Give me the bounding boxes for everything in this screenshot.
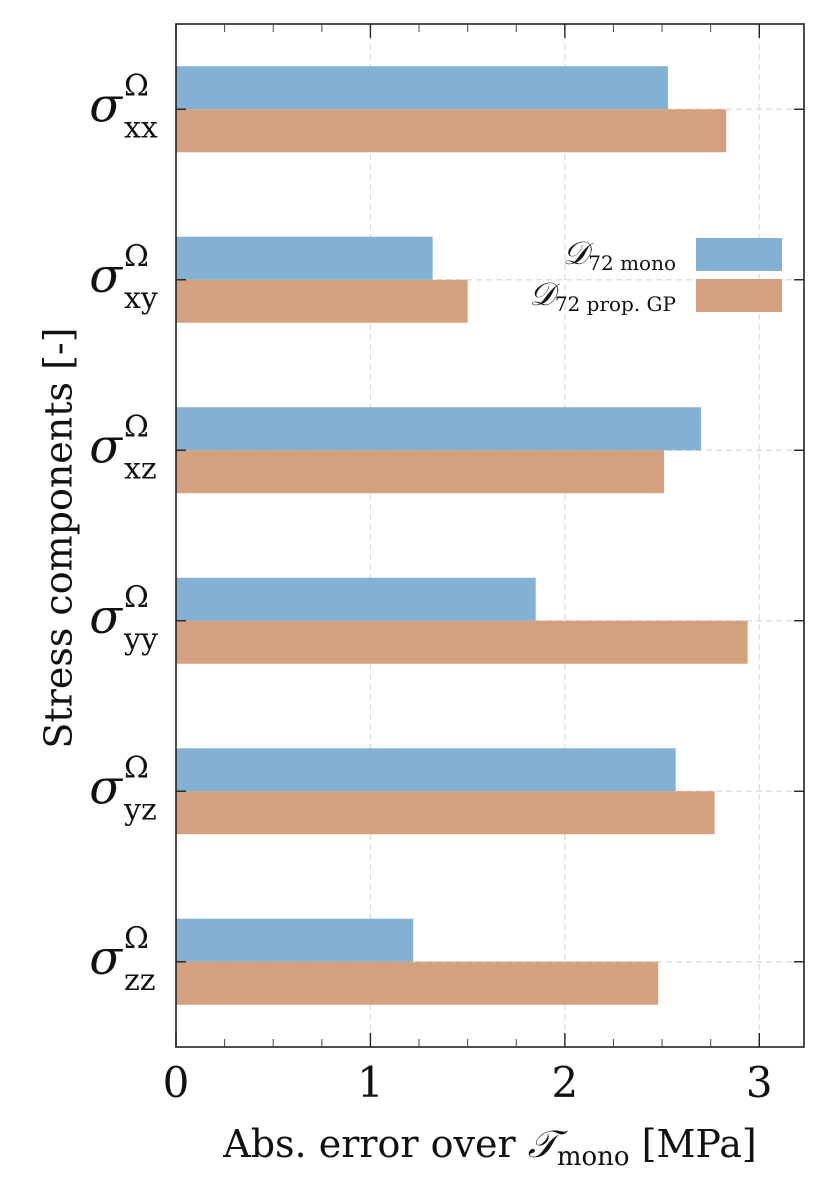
x-axis-title-subscript: mono [557, 1142, 630, 1172]
category-subscript: xx [124, 110, 158, 145]
category-symbol: σ [89, 930, 123, 986]
category-superscript: Ω [124, 580, 149, 615]
bar-prop-gp-xy [176, 279, 468, 323]
category-symbol: σ [89, 759, 123, 815]
bar-mono-xz [176, 407, 701, 451]
category-superscript: Ω [124, 239, 149, 274]
legend-swatch-mono [696, 238, 782, 271]
bar-prop-gp-yy [176, 620, 748, 664]
bar-mono-yy [176, 577, 536, 621]
bar-mono-zz [176, 918, 414, 962]
category-subscript: yy [123, 622, 158, 657]
category-label-xy: σ Ωxy [89, 239, 158, 316]
category-label-yz: σ Ωyz [89, 750, 157, 827]
legend-swatch-prop-gp [696, 279, 782, 312]
category-subscript: zz [124, 963, 156, 998]
bar-mono-xx [176, 66, 668, 110]
category-superscript: Ω [124, 409, 149, 444]
x-tick-label: 0 [163, 1058, 190, 1107]
category-label-yy: σ Ωyy [89, 580, 158, 657]
category-label-xx: σ Ωxx [89, 68, 158, 145]
category-superscript: Ω [124, 921, 149, 956]
grid [176, 24, 804, 1047]
category-subscript: yz [123, 792, 157, 827]
legend-subscript: 72 mono [588, 251, 676, 275]
x-axis-title-prefix: Abs. error over [222, 1122, 527, 1166]
category-subscript: xy [124, 281, 158, 316]
legend-label-prop-gp: 𝒟72 prop. GP [529, 275, 676, 316]
bar-prop-gp-xz [176, 450, 665, 494]
category-label-zz: σ Ωzz [89, 921, 155, 998]
y-axis-title: Stress components [-] [37, 327, 81, 748]
ticks: 0 1 2 3 [163, 24, 804, 1107]
x-axis-title: Abs. error over 𝒯mono [MPa] [222, 1122, 756, 1172]
category-symbol: σ [89, 589, 123, 645]
category-superscript: Ω [124, 750, 149, 785]
legend-label-mono: 𝒟72 mono [563, 234, 676, 275]
category-symbol: σ [89, 248, 123, 304]
x-tick-label: 1 [357, 1058, 384, 1107]
bars [176, 66, 748, 1005]
category-superscript: Ω [124, 68, 149, 103]
axes-frame [175, 23, 805, 1048]
bar-mono-xy [176, 236, 433, 280]
x-tick-label: 3 [746, 1058, 773, 1107]
category-label-xz: σ Ωxz [89, 409, 157, 486]
bar-prop-gp-yz [176, 791, 715, 835]
category-symbol: σ [89, 77, 123, 133]
category-symbol: σ [89, 418, 123, 474]
category-subscript: xz [124, 451, 157, 486]
x-axis-title-suffix: [MPa] [630, 1122, 757, 1166]
bar-prop-gp-xx [176, 109, 727, 153]
bar-mono-yz [176, 748, 676, 792]
bar-prop-gp-zz [176, 961, 659, 1005]
x-tick-label: 2 [551, 1058, 578, 1107]
legend-subscript: 72 prop. GP [555, 292, 676, 316]
